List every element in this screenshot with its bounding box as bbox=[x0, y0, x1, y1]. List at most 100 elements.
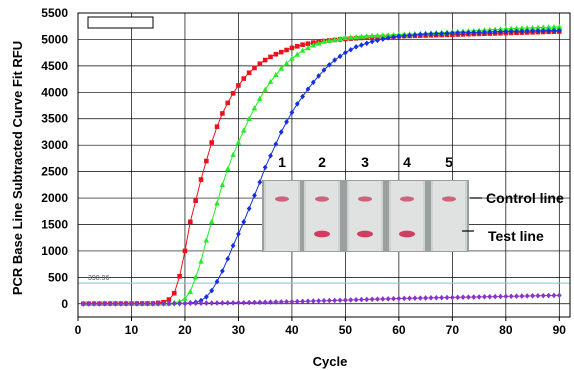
control-band bbox=[442, 196, 456, 202]
data-point-triangle bbox=[540, 24, 547, 30]
data-point-diamond bbox=[482, 29, 487, 35]
data-point-diamond bbox=[177, 300, 183, 307]
data-point-triangle bbox=[267, 78, 274, 84]
data-point-diamond bbox=[139, 300, 145, 307]
y-tick-label: 4500 bbox=[41, 59, 68, 73]
data-point-diamond bbox=[444, 30, 450, 37]
data-point-diamond bbox=[214, 300, 220, 306]
data-point-diamond bbox=[455, 294, 461, 301]
data-point-diamond bbox=[230, 299, 236, 306]
data-point-triangle bbox=[262, 86, 268, 92]
data-point-diamond bbox=[310, 79, 316, 86]
data-point-diamond bbox=[118, 300, 124, 307]
data-point-diamond bbox=[241, 219, 247, 225]
data-point-triangle bbox=[358, 33, 365, 39]
y-tick-label: 5000 bbox=[41, 32, 68, 46]
data-point-triangle bbox=[519, 25, 525, 31]
data-point-diamond bbox=[246, 299, 252, 306]
data-point-triangle bbox=[321, 38, 327, 44]
data-point-diamond bbox=[465, 29, 471, 36]
y-axis-title: PCR Base Line Subtracted Curve Fit RFU bbox=[10, 41, 25, 295]
data-point-triangle bbox=[497, 26, 504, 32]
data-point-diamond bbox=[209, 300, 215, 306]
data-point-diamond bbox=[556, 292, 562, 299]
y-tick-label: 3000 bbox=[41, 138, 68, 152]
data-point-diamond bbox=[514, 293, 519, 299]
control-band bbox=[358, 196, 372, 202]
lane-number: 2 bbox=[318, 154, 326, 170]
data-point-diamond bbox=[342, 49, 348, 56]
lane-number: 4 bbox=[403, 154, 411, 170]
data-point-diamond bbox=[337, 297, 343, 304]
control-line-label: Control line bbox=[486, 190, 564, 206]
data-point-diamond bbox=[364, 296, 370, 303]
data-point-square bbox=[289, 45, 295, 51]
data-point-diamond bbox=[268, 299, 273, 305]
data-point-triangle bbox=[310, 42, 317, 48]
y-tick-label: 2500 bbox=[41, 165, 68, 179]
data-point-diamond bbox=[348, 46, 354, 53]
data-point-triangle bbox=[556, 23, 563, 29]
data-point-diamond bbox=[364, 40, 370, 47]
data-point-diamond bbox=[145, 300, 150, 307]
strip-lane-surface bbox=[349, 181, 381, 251]
data-point-diamond bbox=[487, 293, 493, 300]
x-tick-label: 70 bbox=[446, 323, 460, 337]
data-point-diamond bbox=[332, 297, 338, 304]
data-point-triangle bbox=[374, 32, 381, 38]
data-point-diamond bbox=[278, 299, 284, 305]
data-point-triangle bbox=[380, 32, 386, 38]
lane-number: 3 bbox=[361, 154, 369, 170]
data-point-diamond bbox=[107, 300, 113, 307]
data-point-diamond bbox=[203, 300, 209, 306]
data-point-diamond bbox=[289, 109, 295, 116]
data-point-triangle bbox=[283, 60, 290, 66]
x-tick-label: 50 bbox=[339, 323, 353, 337]
data-point-diamond bbox=[385, 296, 391, 302]
data-point-diamond bbox=[129, 300, 134, 307]
data-point-triangle bbox=[385, 32, 391, 38]
data-point-diamond bbox=[166, 300, 172, 307]
y-tick-label: 1500 bbox=[41, 217, 68, 231]
data-point-square bbox=[268, 54, 273, 60]
data-point-triangle bbox=[273, 71, 279, 78]
data-point-diamond bbox=[337, 53, 343, 60]
strip-lane-surface bbox=[433, 181, 465, 251]
data-point-triangle bbox=[513, 25, 520, 31]
data-point-diamond bbox=[262, 299, 268, 305]
series-group bbox=[80, 23, 563, 307]
data-point-diamond bbox=[524, 293, 530, 299]
data-point-square bbox=[230, 91, 236, 96]
data-point-diamond bbox=[433, 30, 439, 37]
data-point-diamond bbox=[193, 300, 199, 307]
data-point-diamond bbox=[219, 268, 225, 274]
data-point-diamond bbox=[535, 28, 541, 34]
data-point-diamond bbox=[273, 141, 279, 147]
data-point-triangle bbox=[240, 127, 247, 133]
data-point-triangle bbox=[535, 24, 541, 30]
data-point-diamond bbox=[326, 62, 332, 68]
data-point-triangle bbox=[299, 47, 306, 53]
data-point-square bbox=[241, 76, 247, 81]
data-point-triangle bbox=[208, 218, 215, 225]
data-point-diamond bbox=[209, 287, 215, 294]
data-point-square bbox=[236, 83, 241, 88]
data-point-diamond bbox=[439, 30, 445, 37]
data-point-triangle bbox=[353, 34, 359, 40]
data-point-diamond bbox=[492, 293, 498, 300]
data-point-diamond bbox=[380, 296, 386, 302]
y-tick-labels: 0 500 1000 1500 2000 2500 3000 3500 4000 4500 5000… bbox=[41, 6, 68, 311]
data-point-triangle bbox=[337, 35, 343, 41]
data-point-square bbox=[300, 42, 305, 48]
data-point-triangle bbox=[198, 258, 204, 264]
data-point-diamond bbox=[359, 42, 364, 48]
data-point-diamond bbox=[294, 101, 300, 107]
data-point-diamond bbox=[417, 31, 423, 38]
data-point-diamond bbox=[198, 300, 204, 306]
data-point-triangle bbox=[315, 40, 322, 46]
data-point-diamond bbox=[546, 292, 552, 299]
data-point-diamond bbox=[460, 29, 466, 36]
data-point-diamond bbox=[161, 300, 166, 307]
data-point-diamond bbox=[321, 67, 327, 73]
data-point-diamond bbox=[86, 300, 92, 307]
